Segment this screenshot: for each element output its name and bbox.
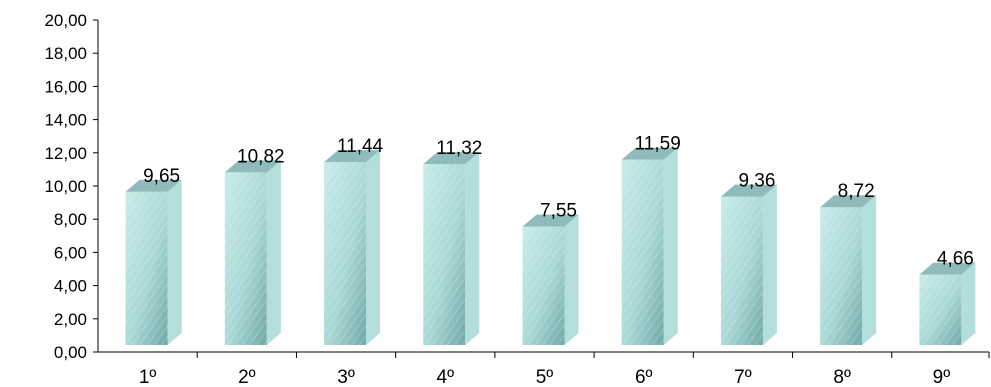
data-label: 8,72 <box>838 181 875 202</box>
y-tick-label: 6,00 <box>54 243 87 262</box>
y-tick-label: 14,00 <box>44 111 87 130</box>
bar-side <box>762 184 777 345</box>
data-label: 10,82 <box>237 146 285 167</box>
data-label: 9,36 <box>738 171 775 192</box>
data-label: 11,59 <box>635 134 681 155</box>
x-tick-label: 7º <box>734 367 752 387</box>
bar-texture <box>125 191 168 345</box>
bar-series <box>125 147 976 345</box>
bar-side <box>366 150 381 345</box>
bar <box>820 195 877 345</box>
bar <box>224 160 281 345</box>
y-tick-label: 16,00 <box>44 77 87 96</box>
bar-texture <box>224 172 267 345</box>
bar-side <box>167 179 182 345</box>
bar <box>919 262 976 345</box>
data-label: 7,55 <box>540 201 577 222</box>
bar-top <box>919 262 976 275</box>
x-axis: 1º 2º 3º 4º 5º 6º 7º 8º 9º <box>98 351 990 387</box>
bar-texture <box>423 164 466 345</box>
data-label: 9,65 <box>143 166 180 187</box>
bar-texture <box>919 274 962 345</box>
y-tick-label: 20,00 <box>44 11 87 30</box>
data-labels: 9,65 10,82 11,44 11,32 7,55 11,59 9,36 8,72 4,66 <box>143 134 974 270</box>
y-tick-label: 8,00 <box>54 210 87 229</box>
bar-top <box>324 150 381 163</box>
y-tick-label: 12,00 <box>44 144 87 163</box>
bar-texture <box>720 196 763 345</box>
bar <box>423 152 480 345</box>
bar <box>621 147 678 345</box>
x-tick-label: 1º <box>139 367 157 387</box>
bar-texture <box>820 207 863 345</box>
x-tick-label: 2º <box>238 367 256 387</box>
bar-texture <box>324 162 367 345</box>
bar-texture <box>621 159 664 345</box>
x-tick-label: 6º <box>635 367 653 387</box>
bar-side <box>465 152 480 345</box>
bar-top <box>621 147 678 160</box>
bar-top <box>224 160 281 173</box>
y-tick-label: 10,00 <box>44 177 87 196</box>
x-tick-label: 3º <box>337 367 355 387</box>
bar-top <box>125 179 182 192</box>
bar-texture <box>522 226 565 345</box>
bar <box>522 214 579 345</box>
bar <box>324 150 381 345</box>
bar <box>125 179 182 345</box>
bar-top <box>522 214 579 227</box>
bar-side <box>663 147 678 345</box>
x-tick-label: 4º <box>437 367 455 387</box>
data-label: 11,32 <box>436 138 482 159</box>
data-label: 11,44 <box>337 136 384 157</box>
x-tick-label: 9º <box>933 367 951 387</box>
y-tick-label: 0,00 <box>54 343 87 362</box>
bar-side <box>266 160 281 345</box>
bar-side <box>862 195 877 345</box>
bar-side <box>564 214 579 345</box>
x-tick-label: 5º <box>536 367 554 387</box>
x-tick-label: 8º <box>833 367 851 387</box>
y-tick-label: 2,00 <box>54 310 87 329</box>
bar-side <box>961 262 976 345</box>
bar-top <box>423 152 480 165</box>
data-label: 4,66 <box>937 249 974 270</box>
bar-top <box>820 195 877 208</box>
y-tick-label: 18,00 <box>44 44 87 63</box>
y-axis: 0,00 2,00 4,00 6,00 8,00 10,00 12,00 14,00 16,00… <box>44 11 99 362</box>
y-tick-label: 4,00 <box>54 277 87 296</box>
bar-top <box>720 184 777 197</box>
bar <box>720 184 777 345</box>
